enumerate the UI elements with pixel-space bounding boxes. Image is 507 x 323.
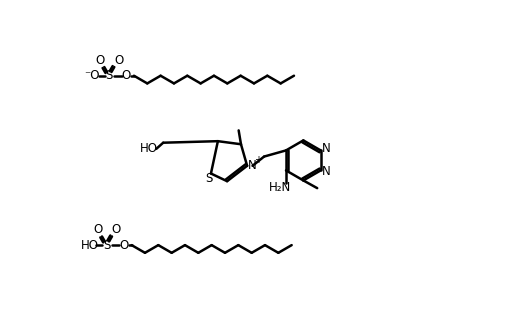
Text: O: O [95, 54, 104, 67]
Text: HO: HO [140, 142, 158, 155]
Text: N: N [322, 142, 331, 155]
Text: ⁻O: ⁻O [85, 69, 100, 82]
Text: O: O [119, 239, 129, 252]
Text: S: S [105, 69, 113, 82]
Text: N: N [248, 159, 257, 172]
Text: O: O [122, 69, 131, 82]
Text: O: O [114, 54, 123, 67]
Text: +: + [254, 155, 262, 165]
Text: HO: HO [81, 239, 99, 252]
Text: O: O [93, 223, 102, 236]
Text: O: O [112, 223, 121, 236]
Text: N: N [322, 165, 331, 179]
Text: S: S [103, 239, 111, 252]
Text: S: S [206, 172, 213, 185]
Text: H₂N: H₂N [269, 181, 291, 194]
